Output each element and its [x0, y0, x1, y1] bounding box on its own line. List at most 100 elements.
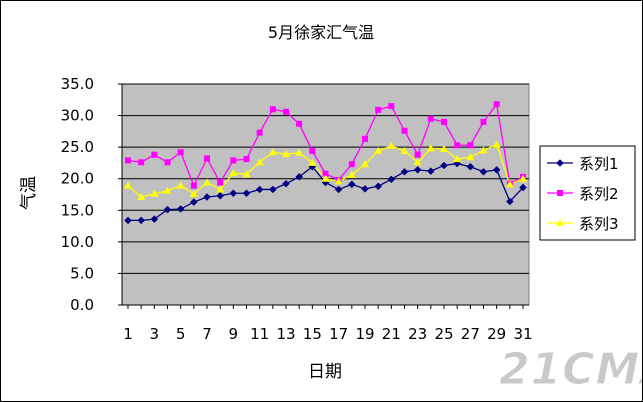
series-3-point [440, 145, 448, 153]
series-3-point [229, 169, 238, 177]
series-1-point [426, 167, 435, 175]
x-tick-label: 3 [150, 325, 160, 343]
series-3-point [163, 186, 172, 194]
x-tick-label: 19 [355, 325, 374, 343]
series-2-point [454, 142, 461, 149]
series-2-point [177, 149, 184, 156]
legend: 系列1 系列2 系列3 [539, 145, 636, 241]
series-3-point [505, 180, 514, 188]
series-1-point [163, 205, 172, 214]
x-tick-label: 1 [123, 325, 133, 343]
series-3-point [426, 144, 435, 152]
series-1-point [361, 184, 369, 193]
series-1-point [203, 193, 211, 201]
x-tick-label: 5 [176, 325, 186, 343]
x-tick-label: 11 [250, 325, 269, 343]
series-1-point [400, 167, 409, 176]
y-tick-label: 10.0 [61, 233, 94, 251]
series-2-point [296, 120, 303, 127]
series-2-point [204, 155, 210, 162]
series-2-point [256, 129, 263, 136]
series-1-point [347, 180, 356, 189]
x-tick-label: 23 [408, 325, 427, 343]
x-tick-label: 7 [202, 325, 212, 343]
series-2-point [230, 157, 237, 164]
series-3-point [176, 181, 185, 189]
series-3-point [124, 181, 132, 189]
series-3-point [413, 158, 422, 166]
series-3-point [492, 140, 501, 148]
series-3-point [400, 146, 409, 154]
series-3-point [466, 153, 475, 161]
series-1-point [255, 185, 264, 194]
series-3-point [137, 193, 146, 201]
series-3-point [479, 146, 488, 154]
series-1-point [124, 216, 132, 225]
x-tick-label: 31 [513, 325, 532, 343]
series-1-point [492, 166, 501, 174]
series-2-point [441, 118, 447, 125]
y-tick-label: 5.0 [70, 264, 94, 282]
legend-label-1: 系列1 [579, 155, 619, 173]
series-3-point [255, 158, 264, 166]
y-tick-label: 25.0 [61, 138, 94, 156]
x-tick-label: 13 [276, 325, 295, 343]
series-3-point [321, 174, 330, 182]
legend-label-2: 系列2 [579, 185, 619, 203]
series-1-point [282, 179, 290, 188]
series-3-point [519, 174, 527, 182]
series-3-point [242, 170, 251, 178]
series-1-point [189, 198, 198, 206]
series-3-point [334, 177, 343, 185]
series-3-point [150, 189, 159, 197]
series-1-point [440, 161, 448, 170]
series-3-point [203, 178, 211, 186]
series-2-point [283, 108, 289, 115]
series-3-point [387, 141, 396, 149]
legend-label-3: 系列3 [579, 215, 619, 233]
series-1-point [334, 185, 343, 194]
y-tick-label: 35.0 [61, 75, 94, 93]
series-2-point [401, 127, 408, 134]
series-1-point [374, 182, 383, 191]
series-3-point [347, 170, 356, 178]
series-2-point [480, 118, 487, 125]
series-2-point [362, 135, 368, 142]
x-tick-label: 29 [487, 325, 506, 343]
y-tick-label: 15.0 [61, 201, 94, 219]
x-tick-label: 27 [461, 325, 480, 343]
series-3-point [361, 160, 369, 168]
y-tick-label: 20.0 [61, 170, 94, 188]
series-1-point [413, 166, 422, 174]
watermark-21cma: 21CMA [499, 344, 642, 395]
series-2-point [493, 101, 500, 108]
x-tick-label: 15 [303, 325, 322, 343]
series-2-point [190, 182, 197, 189]
series-3-point [453, 155, 462, 163]
series-3-point [308, 158, 317, 166]
series-2-point [164, 159, 171, 166]
y-axis-label: 气温 [19, 176, 39, 210]
legend-marker-3 [556, 219, 564, 226]
series-2-point [467, 142, 474, 149]
series-2-point [217, 179, 224, 186]
series-2-point [138, 159, 145, 166]
series-1-point [242, 189, 251, 198]
series-2-point [309, 147, 316, 154]
series-1-point [137, 216, 146, 225]
x-axis-label: 日期 [308, 362, 342, 382]
series-2-point [427, 115, 434, 122]
series-1-point [466, 162, 475, 171]
series-2-point [243, 156, 250, 163]
series-3-point [282, 150, 290, 158]
x-tick-label: 17 [329, 325, 348, 343]
series-3-point [268, 148, 277, 156]
series-2-point [322, 170, 329, 177]
plot-area [121, 83, 530, 306]
series-3-point [374, 146, 383, 154]
legend-marker-2 [557, 190, 563, 196]
series-1-point [268, 185, 277, 194]
legend-marker-1 [556, 159, 564, 167]
